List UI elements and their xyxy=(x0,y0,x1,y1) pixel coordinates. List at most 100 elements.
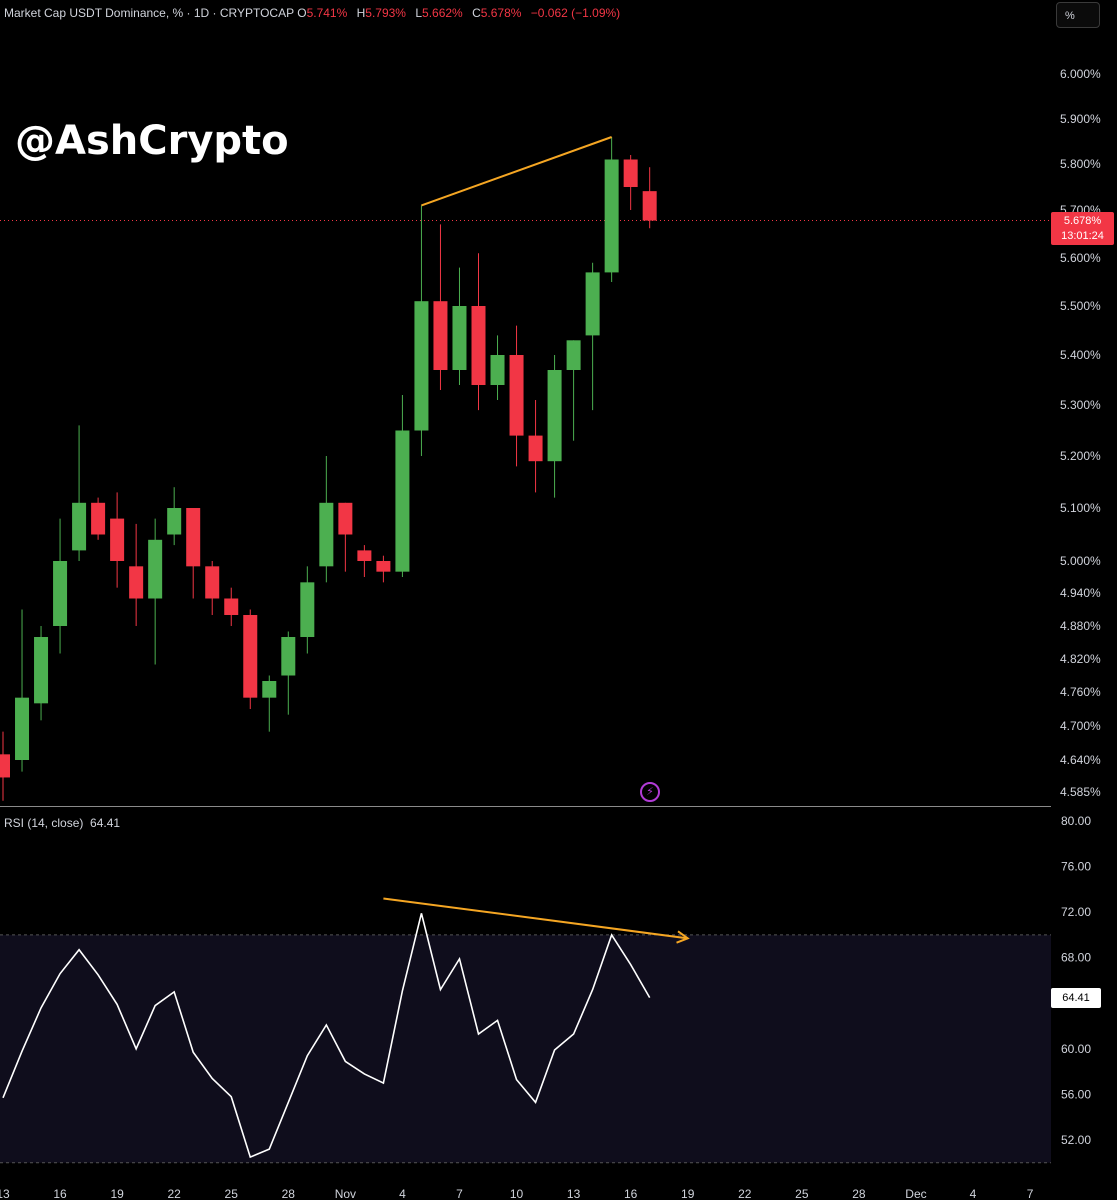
date-tick-label: 22 xyxy=(168,1187,182,1200)
candle-body xyxy=(34,637,49,704)
rsi-tick-label: 52.00 xyxy=(1061,1133,1091,1147)
price-tick-label: 4.585% xyxy=(1060,785,1101,799)
price-tick-label: 4.760% xyxy=(1060,685,1101,699)
rsi-header-value: 64.41 xyxy=(90,816,121,830)
candle-body xyxy=(15,697,30,760)
rsi-tick-label: 72.00 xyxy=(1061,905,1091,919)
price-tick-label: 4.940% xyxy=(1060,586,1101,600)
candle-body xyxy=(414,301,429,431)
candle-body xyxy=(148,539,163,599)
candle-body xyxy=(300,582,315,637)
candle-body xyxy=(72,502,87,551)
date-tick-label: 4 xyxy=(970,1187,977,1200)
price-tick-label: 4.640% xyxy=(1060,753,1101,767)
high-value: 5.793% xyxy=(365,6,406,20)
bar-countdown: 13:01:24 xyxy=(1061,230,1104,242)
date-tick-label: 19 xyxy=(110,1187,124,1200)
rsi-tick-label: 60.00 xyxy=(1061,1042,1091,1056)
date-tick-label: 7 xyxy=(456,1187,463,1200)
price-tick-label: 4.820% xyxy=(1060,652,1101,666)
low-label: L xyxy=(415,6,423,20)
date-tick-label: 13 xyxy=(0,1187,10,1200)
candle-body xyxy=(452,306,467,370)
candle-body xyxy=(243,615,258,698)
date-tick-label: 4 xyxy=(399,1187,406,1200)
candle-body xyxy=(471,306,486,385)
chart-header: Market Cap USDT Dominance, % · 1D · CRYP… xyxy=(4,6,626,20)
candle-body xyxy=(509,355,524,436)
rsi-tick-label: 76.00 xyxy=(1061,860,1091,874)
close-value: 5.678% xyxy=(480,6,522,20)
date-tick-label: 28 xyxy=(852,1187,866,1200)
candle-body xyxy=(129,566,144,599)
candle-body xyxy=(167,508,182,535)
symbol-title: Market Cap USDT Dominance, % · 1D · CRYP… xyxy=(4,6,294,20)
low-value: 5.662% xyxy=(422,6,463,20)
rsi-line xyxy=(2,913,651,1159)
candle-body xyxy=(357,550,372,561)
date-tick-label: 28 xyxy=(282,1187,296,1200)
candle-body xyxy=(262,681,277,698)
open-value: 5.741% xyxy=(306,6,348,20)
candle-body xyxy=(585,272,600,336)
date-tick-label: Nov xyxy=(335,1187,356,1200)
date-tick-label: Dec xyxy=(905,1187,926,1200)
date-tick-label: 7 xyxy=(1027,1187,1034,1200)
price-tick-label: 4.700% xyxy=(1060,719,1101,733)
date-tick-label: 13 xyxy=(567,1187,581,1200)
candle-body xyxy=(0,754,10,778)
current-price-tag: 5.678% 13:01:24 xyxy=(1051,212,1114,245)
date-tick-label: 25 xyxy=(795,1187,809,1200)
candle-body xyxy=(566,340,581,370)
price-tick-label: 5.100% xyxy=(1060,501,1101,515)
price-tick-label: 5.400% xyxy=(1060,348,1101,362)
y-axis-background xyxy=(1051,0,1117,1200)
change-value: −0.062 (−1.09%) xyxy=(530,6,621,20)
candle-body xyxy=(604,159,619,273)
candle-body xyxy=(110,518,125,561)
price-tick-label: 5.800% xyxy=(1060,157,1101,171)
high-label: H xyxy=(356,6,366,20)
lightning-icon[interactable]: ⚡ xyxy=(640,782,660,802)
price-tick-label: 5.600% xyxy=(1060,251,1101,265)
price-tick-label: 5.900% xyxy=(1060,112,1101,126)
rsi-tick-label: 80.00 xyxy=(1061,814,1091,828)
watermark-text: @AshCrypto xyxy=(15,118,289,164)
date-tick-label: 22 xyxy=(738,1187,752,1200)
rsi-trendline xyxy=(383,897,688,940)
date-tick-label: 10 xyxy=(510,1187,524,1200)
price-trendline xyxy=(421,136,612,207)
open-label: O xyxy=(297,6,307,20)
candle-body xyxy=(642,191,657,221)
date-tick-label: 19 xyxy=(681,1187,695,1200)
unit-toggle-button[interactable]: % xyxy=(1056,2,1100,28)
date-tick-label: 25 xyxy=(225,1187,239,1200)
price-tick-label: 5.300% xyxy=(1060,398,1101,412)
candle-body xyxy=(623,159,638,187)
candle-body xyxy=(528,435,543,462)
rsi-tick-label: 68.00 xyxy=(1061,951,1091,965)
candle-body xyxy=(395,430,410,572)
price-tick-label: 5.000% xyxy=(1060,554,1101,568)
rsi-title: RSI (14, close) xyxy=(4,816,84,830)
candle-body xyxy=(205,566,220,599)
date-tick-label: 16 xyxy=(53,1187,67,1200)
rsi-value-tag: 64.41 xyxy=(1051,988,1101,1008)
candle-body xyxy=(319,502,334,567)
price-tick-label: 5.200% xyxy=(1060,449,1101,463)
date-tick-label: 16 xyxy=(624,1187,638,1200)
rsi-band xyxy=(0,934,1051,1163)
price-tick-label: 4.880% xyxy=(1060,619,1101,633)
candle-body xyxy=(224,598,239,615)
candle-body xyxy=(281,637,296,676)
candle-body xyxy=(490,355,505,385)
candle-body xyxy=(53,561,68,626)
rsi-tick-label: 56.00 xyxy=(1061,1087,1091,1101)
price-tick-label: 5.500% xyxy=(1060,299,1101,313)
candle-body xyxy=(376,561,391,572)
candle-body xyxy=(186,508,201,567)
candle-body xyxy=(433,301,448,370)
price-tick-label: 6.000% xyxy=(1060,67,1101,81)
close-label: C xyxy=(472,6,481,20)
